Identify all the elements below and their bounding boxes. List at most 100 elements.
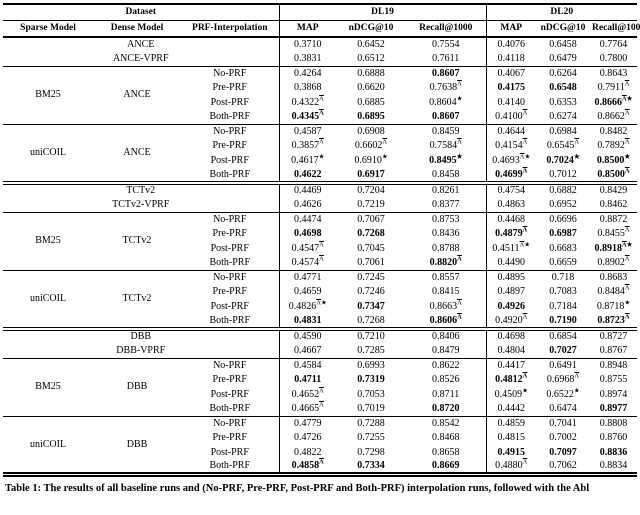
metric-value: 0.4859 [486, 415, 536, 432]
metric-value: 0.7083 [549, 286, 577, 298]
prf-interpolation-label: Both-PRF [181, 401, 280, 417]
metric-value: 0.6491 [536, 357, 590, 373]
lambda-bar-marker: Λ [522, 226, 528, 234]
metric-value: 0.7298 [357, 446, 385, 458]
metric-value: 0.4509★ [494, 387, 528, 400]
col-recall-dl20: Recall@1000 [590, 20, 640, 38]
metric-value: 0.7027 [549, 344, 577, 356]
metric-value: 0.7268 [357, 314, 385, 326]
metric-value: 0.7061 [357, 256, 385, 268]
metric-value: 0.8436 [406, 226, 487, 242]
dense-model-label: TCTv2 [93, 211, 181, 271]
metric-value: 0.6659 [549, 256, 577, 268]
dense-model-label: ANCE [93, 65, 181, 125]
metric-value: 0.7012 [549, 168, 577, 180]
col-map-dl20: MAP [486, 20, 536, 38]
metric-value: 0.8484Λ [597, 285, 630, 298]
metric-value: 0.7190 [549, 314, 577, 326]
metric-value: 0.8604★ [406, 95, 487, 110]
lambda-bar-marker: Λ [519, 241, 525, 249]
sparse-model-label: BM25 [3, 65, 93, 125]
metric-value: 0.4863 [497, 198, 526, 210]
metric-value: 0.7764 [599, 38, 628, 50]
prf-row: BM25 TCTv2 No-PRF 0.4474 0.7067 0.8753 0.4468 0… [3, 211, 638, 271]
metric-value: 0.4920Λ [495, 313, 528, 326]
superscript: Λ [523, 459, 528, 466]
lambda-bar-marker: Λ [624, 109, 630, 117]
col-sparse-model: Sparse Model [3, 20, 93, 38]
prf-interpolation-label: No-PRF [181, 357, 280, 373]
metric-value: 0.3710 [294, 38, 322, 50]
lambda-bar-marker: Λ [574, 372, 580, 380]
metric-value: 0.7268 [357, 228, 385, 240]
paper-page: Dataset DL19 DL20 Sparse Model Dense Mod… [3, 3, 640, 494]
lambda-bar-marker: Λ [457, 139, 462, 147]
metric-value: 0.8974 [599, 388, 628, 400]
star-marker: ★ [524, 153, 531, 161]
metric-value: 0.6353 [549, 96, 577, 108]
superscript: Λ [625, 81, 630, 88]
header-dl20: DL20 [486, 4, 638, 21]
superscript: Λ [625, 167, 630, 175]
lambda-bar-marker: Λ [319, 458, 324, 466]
baseline-row: DBB-VPRF 0.4667 0.7285 0.8479 0.4804 0.7027 0.… [3, 343, 637, 359]
lambda-bar-marker: Λ [319, 255, 324, 263]
table-body: ANCE 0.3710 0.6452 0.7554 0.4076 0.6458 0.7764… [3, 37, 638, 475]
header-group-row: Dataset DL19 DL20 [3, 4, 638, 21]
metric-value: 0.4804 [497, 344, 526, 356]
header-dl19: DL19 [279, 4, 487, 21]
metric-value: 0.6987 [549, 228, 577, 240]
metric-value: 0.4469 [279, 180, 336, 198]
metric-value: 0.4626 [294, 198, 322, 210]
prf-row: Post-PRF 0.4617★ 0.6910★ 0.8495★ 0.4693Λ★ 0.7… [3, 153, 637, 169]
prf-row: Both-PRF 0.4574Λ 0.7061 0.8820Λ 0.4490 0.6659… [3, 256, 637, 271]
metric-value: 0.4754 [486, 180, 536, 198]
metric-value: 0.8429 [590, 180, 638, 198]
star-marker: ★ [456, 95, 463, 103]
metric-value: 0.8718★ [596, 299, 631, 312]
star-marker: ★ [381, 153, 388, 161]
lambda-bar-marker: Λ [624, 80, 630, 88]
prf-interpolation-label: Post-PRF [181, 387, 280, 402]
metric-value: 0.8760 [599, 432, 628, 444]
metric-value: 0.6696 [536, 211, 590, 227]
star-marker: ★ [573, 387, 580, 395]
metric-value: 0.7002 [549, 432, 577, 444]
prf-row: Post-PRF 0.4547Λ 0.7045 0.8788 0.4511Λ★ 0.668… [3, 241, 637, 256]
superscript: Λ [319, 256, 324, 263]
metric-value: 0.4771 [279, 270, 336, 286]
metric-value: 0.7611 [406, 51, 487, 67]
metric-value: 0.6910★ [354, 153, 388, 167]
metric-value: 0.4474 [279, 211, 336, 227]
superscript: Λ [319, 139, 324, 146]
prf-interpolation-label: Both-PRF [181, 255, 280, 271]
baseline-row: DBB 0.4590 0.7210 0.8406 0.4698 0.6854 0.8727 [3, 326, 638, 344]
superscript: Λ [319, 402, 324, 409]
metric-value: 0.4711 [294, 373, 322, 385]
metric-value: 0.7319 [357, 373, 385, 385]
metric-value: 0.7584Λ [406, 139, 487, 154]
metric-value: 0.8662Λ [597, 109, 630, 123]
metric-value: 0.8753 [406, 211, 487, 227]
metric-value: 0.4175 [497, 82, 526, 94]
metric-value: 0.8820Λ [406, 255, 487, 271]
prf-row: Pre-PRF 0.4659 0.7246 0.8415 0.4897 0.7083 0.8… [3, 285, 637, 300]
metric-value: 0.4879Λ [495, 226, 528, 240]
metric-value: 0.8377 [406, 197, 487, 213]
lambda-bar-marker: Λ [319, 109, 324, 117]
superscript: Λ [457, 81, 462, 88]
star-marker: ★ [624, 153, 631, 161]
lambda-bar-marker: Λ [624, 285, 630, 293]
prf-interpolation-label: Pre-PRF [181, 372, 280, 388]
header-columns-row: Sparse Model Dense Model PRF-Interpolati… [3, 20, 640, 38]
metric-value: 0.8468 [406, 431, 487, 446]
prf-interpolation-label: Pre-PRF [181, 285, 280, 300]
sparse-model-label: uniCOIL [3, 269, 93, 329]
baseline-row: ANCE 0.3710 0.6452 0.7554 0.4076 0.6458 0.7764 [3, 37, 637, 52]
metric-value: 0.8836 [599, 446, 628, 458]
superscript: Λ [457, 139, 462, 146]
superscript: Λ [625, 285, 630, 292]
metric-value: 0.6993 [336, 357, 406, 373]
lambda-bar-marker: Λ [457, 255, 462, 263]
lambda-bar-marker: Λ [382, 139, 388, 147]
